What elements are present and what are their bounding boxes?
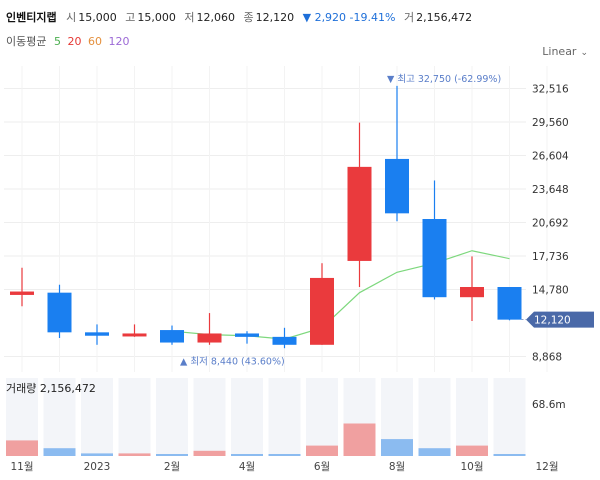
volume-background-column (456, 378, 488, 456)
change-value: ▼ 2,920 -19.41% (302, 11, 396, 24)
open-value: 15,000 (78, 11, 117, 24)
close-label: 종 (243, 11, 254, 24)
candle-body[interactable] (460, 287, 484, 298)
x-tick-label: 2023 (84, 461, 111, 473)
volume-max-label: 68.6m (532, 399, 566, 411)
stock-header: 인벤티지랩 시 15,000 고 15,000 저 12,060 종 12,120 ▼ … (0, 0, 600, 66)
volume-bar[interactable] (381, 439, 413, 456)
volume-bar[interactable] (418, 448, 451, 456)
y-tick-label: 26,604 (532, 150, 569, 162)
close-value: 12,120 (255, 11, 295, 24)
volume-value: 2,156,472 (416, 11, 473, 24)
y-tick-label: 20,692 (532, 217, 569, 229)
y-tick-label: 29,560 (532, 117, 569, 129)
low-value: 12,060 (196, 11, 235, 24)
volume-background-column (493, 378, 526, 456)
y-tick-label: 14,780 (532, 284, 569, 296)
volume-background-column (118, 378, 151, 456)
low-label: 저 (184, 11, 195, 24)
scale-mode-label: Linear (542, 45, 577, 58)
volume-background-column (43, 378, 76, 456)
ma120-label[interactable]: 120 (108, 35, 130, 48)
moving-average-line (171, 250, 510, 340)
volume-background-column (81, 378, 113, 456)
y-tick-label: 23,648 (532, 184, 569, 196)
volume-bar[interactable] (156, 454, 188, 456)
volume-bar[interactable] (456, 445, 488, 456)
volume-bar[interactable] (6, 440, 38, 456)
volume-background-column (193, 378, 226, 456)
ma5-label[interactable]: 5 (53, 35, 61, 48)
ma60-label[interactable]: 60 (87, 35, 102, 48)
low-price-annotation: ▲ 최저 8,440 (43.60%) (180, 356, 285, 367)
high-value: 15,000 (137, 11, 176, 24)
x-tick-label: 6월 (314, 461, 330, 473)
x-tick-label: 8월 (389, 461, 405, 473)
open-label: 시 (66, 11, 77, 24)
volume-bar[interactable] (493, 454, 526, 456)
candle-body[interactable] (310, 277, 334, 345)
quote-summary-row: 인벤티지랩 시 15,000 고 15,000 저 12,060 종 12,120 ▼ … (6, 9, 477, 25)
candle-body[interactable] (422, 219, 447, 298)
x-tick-label: 11월 (10, 461, 33, 473)
volume-bar[interactable] (43, 448, 76, 456)
y-tick-label: 8,868 (532, 351, 562, 363)
x-tick-label: 12월 (535, 461, 558, 473)
candle-body[interactable] (197, 333, 222, 343)
candle-body[interactable] (385, 158, 409, 214)
candle-body[interactable] (10, 291, 34, 295)
volume-bar[interactable] (268, 454, 301, 456)
volume-background-column (418, 378, 451, 456)
candle-body[interactable] (235, 333, 259, 337)
candle-body[interactable] (122, 333, 147, 337)
current-price-label: 12,120 (534, 315, 571, 327)
chevron-down-icon: ⌄ (580, 48, 588, 58)
volume-background-column (156, 378, 188, 456)
y-tick-label: 17,736 (532, 251, 569, 263)
high-label: 고 (125, 11, 136, 24)
y-tick-label: 32,516 (532, 83, 569, 95)
volume-bar[interactable] (81, 453, 113, 456)
volume-bar[interactable] (306, 445, 338, 456)
volume-background-column (306, 378, 338, 456)
candle-body[interactable] (160, 330, 184, 343)
moving-average-label: 이동평균 (6, 35, 47, 48)
ma20-label[interactable]: 20 (67, 35, 82, 48)
scale-dropdown[interactable]: Linear ⌄ (542, 45, 588, 58)
candle-body[interactable] (347, 166, 372, 261)
volume-background-column (231, 378, 263, 456)
candle-body[interactable] (47, 292, 72, 333)
volume-bar[interactable] (231, 454, 263, 456)
volume-panel-label: 거래량 2,156,472 (6, 382, 96, 395)
candle-body[interactable] (272, 336, 297, 345)
volume-background-column (268, 378, 301, 456)
candle-body[interactable] (497, 287, 522, 320)
volume-bar[interactable] (193, 450, 226, 456)
moving-average-legend[interactable]: 이동평균 5 20 60 120 (6, 33, 129, 49)
x-tick-label: 2월 (164, 461, 180, 473)
stock-name[interactable]: 인벤티지랩 (6, 11, 57, 24)
volume-bar[interactable] (343, 423, 376, 457)
candle-body[interactable] (85, 332, 109, 336)
current-price-tag (526, 311, 594, 328)
volume-label: 거 (403, 11, 415, 24)
volume-bar[interactable] (118, 453, 151, 456)
x-tick-label: 4월 (239, 461, 255, 473)
x-tick-label: 10월 (460, 461, 483, 473)
high-price-annotation: ▼ 최고 32,750 (-62.99%) (387, 74, 501, 85)
